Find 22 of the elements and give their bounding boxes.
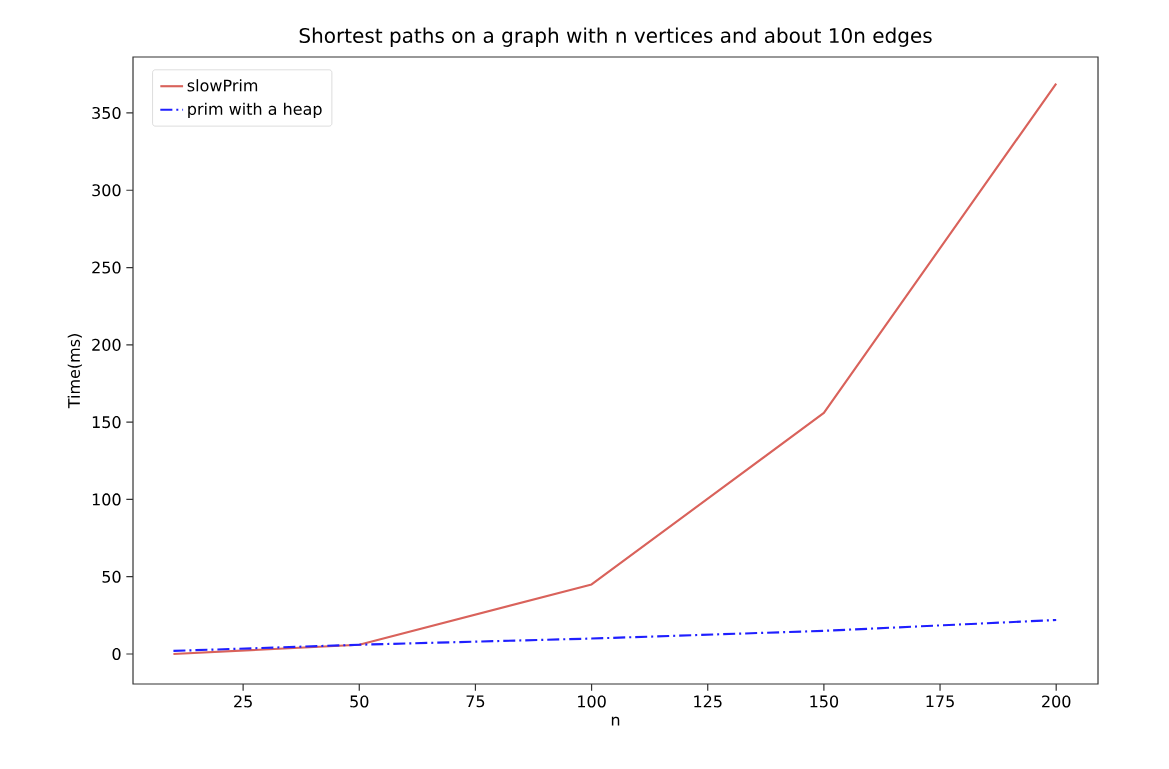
legend-label: prim with a heap (188, 102, 322, 119)
legend-label: slowPrim (187, 79, 258, 92)
x-tick-label: 25 (234, 695, 252, 708)
x-tick-label: 125 (694, 695, 722, 708)
y-axis-title: Time(ms) (67, 334, 82, 409)
y-tick-label: 100 (92, 493, 121, 506)
chart-title: Shortest paths on a graph with n vertices and about 10n edges (299, 27, 932, 47)
x-tick-label: 200 (1042, 695, 1071, 708)
x-axis-title: n (611, 716, 620, 726)
y-tick-label: 300 (92, 184, 121, 197)
y-tick-label: 200 (92, 338, 121, 351)
y-tick-label: 0 (112, 647, 121, 661)
y-tick-label: 150 (92, 416, 121, 429)
y-tick-label: 350 (92, 106, 121, 120)
x-tick-label: 75 (466, 695, 485, 708)
x-tick-label: 175 (926, 695, 954, 708)
y-tick-label: 50 (102, 570, 121, 583)
x-tick-label: 150 (810, 695, 839, 708)
line-series (172, 618, 1058, 652)
x-tick-label: 50 (350, 695, 369, 708)
x-tick-label: 100 (578, 695, 606, 708)
y-tick-label: 250 (92, 261, 121, 274)
